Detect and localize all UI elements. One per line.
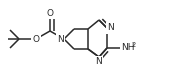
Text: N: N <box>96 57 102 66</box>
Text: NH: NH <box>121 44 135 53</box>
Text: N: N <box>107 23 114 32</box>
Text: O: O <box>46 9 53 18</box>
Text: 2: 2 <box>132 42 136 48</box>
Text: O: O <box>33 34 39 44</box>
Text: N: N <box>57 34 64 44</box>
